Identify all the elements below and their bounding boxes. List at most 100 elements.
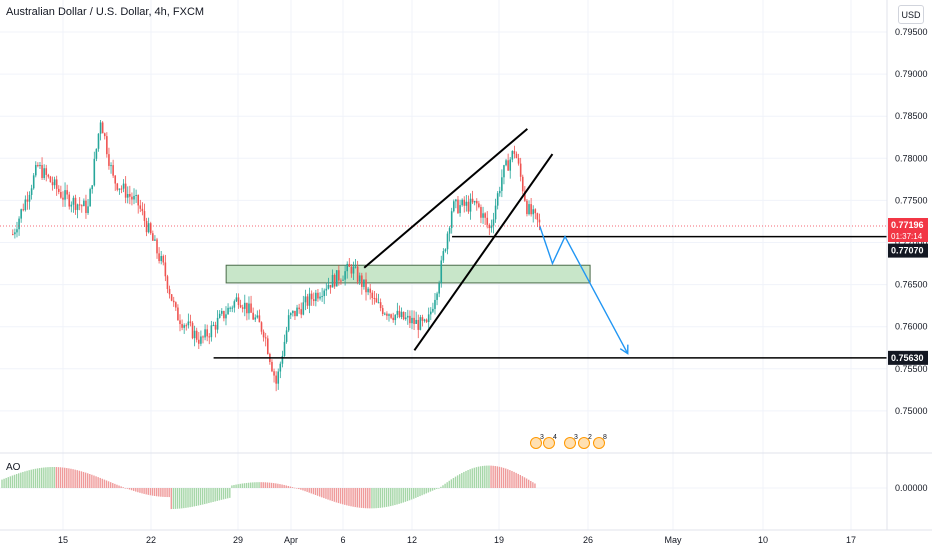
ao-bar (172, 488, 175, 510)
candle-body (283, 341, 286, 356)
ao-bar (185, 488, 187, 508)
ao-bar (268, 482, 271, 488)
ao-bar (467, 470, 469, 488)
time-tick-label: 6 (340, 535, 345, 545)
projection-path[interactable] (539, 226, 629, 354)
candle-body (319, 296, 321, 299)
ao-bar (55, 467, 58, 488)
ao-bar (350, 488, 352, 507)
ao-bar (444, 483, 446, 488)
candle-body (223, 310, 225, 319)
ao-bar (208, 488, 210, 504)
candle-body (329, 284, 332, 288)
candle-body (432, 308, 434, 312)
ao-bar (507, 469, 509, 488)
ao-bar (187, 488, 189, 508)
ao-zero-label: 0.00000 (895, 483, 928, 493)
candle-body (87, 206, 89, 213)
candle-body (64, 190, 66, 200)
ao-bar (509, 470, 511, 488)
ao-bar (281, 484, 283, 488)
candle-body (281, 355, 284, 364)
ao-bar (26, 470, 28, 488)
candle-body (340, 280, 342, 282)
time-tick-label: 12 (407, 535, 417, 545)
ao-bar (38, 468, 41, 488)
ao-bar (356, 488, 358, 508)
candle-body (457, 199, 459, 214)
ao-bar (310, 488, 313, 494)
economic-event-icon[interactable] (564, 437, 576, 449)
candle-body (486, 217, 489, 225)
candle-body (233, 301, 236, 308)
economic-event-count: 3 (574, 434, 578, 441)
candle-body (285, 330, 288, 342)
ao-bar (147, 488, 149, 495)
candle-body (413, 317, 415, 324)
candle-body (264, 337, 267, 339)
ao-bar (504, 468, 507, 488)
candle-body (237, 297, 240, 306)
candle-body (229, 307, 231, 309)
ao-bar (479, 466, 482, 488)
candle-body (386, 313, 388, 316)
candle-body (85, 200, 87, 213)
candle-body (384, 313, 386, 315)
candle-body (158, 253, 160, 261)
candle-body (210, 325, 213, 338)
candle-body (256, 315, 259, 318)
ao-bar (419, 488, 421, 497)
trendline[interactable] (413, 153, 554, 351)
candle-body (20, 209, 22, 219)
candle-body (509, 159, 512, 171)
ao-bar (279, 484, 281, 488)
candle-body (521, 176, 524, 192)
ao-bar (22, 471, 24, 488)
ao-bar (287, 485, 290, 488)
economic-event-icon[interactable] (578, 437, 590, 449)
economic-events[interactable]: 3 4 3 2 8 (530, 434, 608, 449)
price-tick-label: 0.76500 (895, 280, 928, 290)
candle-body (450, 211, 453, 229)
drawings-layer[interactable] (0, 128, 887, 359)
ao-bar (425, 488, 427, 494)
ao-bar (155, 488, 158, 497)
currency-button[interactable]: USD (898, 5, 924, 24)
candle-body (95, 148, 98, 159)
ao-bar (450, 479, 453, 488)
economic-event-icon[interactable] (530, 437, 542, 449)
candle-body (381, 308, 384, 314)
candle-body (358, 275, 361, 282)
candle-body (212, 324, 215, 326)
ao-bar (210, 488, 212, 503)
candle-body (304, 296, 307, 303)
ao-bar (183, 488, 185, 509)
ao-bar (494, 466, 496, 488)
ao-bar (195, 488, 198, 506)
candle-body (30, 188, 33, 195)
ao-bar (122, 487, 124, 488)
candle-body (70, 204, 73, 207)
trendline[interactable] (363, 128, 528, 269)
economic-event-icon[interactable] (543, 437, 555, 449)
candle-body (480, 207, 482, 218)
candle-body (193, 330, 196, 339)
time-tick-label: 26 (583, 535, 593, 545)
ao-bar (527, 479, 530, 488)
candle-body (183, 325, 185, 328)
candle-body (137, 194, 139, 206)
candle-body (519, 163, 522, 177)
candle-body (80, 205, 83, 207)
candle-body (74, 197, 77, 210)
ao-bar (285, 485, 287, 488)
ao-bar (329, 488, 331, 501)
ao-bar (84, 472, 87, 488)
candle-body (18, 218, 20, 230)
ao-bar (377, 488, 379, 509)
ao-bar (252, 482, 254, 488)
ao-bar (233, 484, 235, 488)
candle-body (191, 322, 194, 339)
candle-body (68, 194, 71, 207)
economic-event-icon[interactable] (593, 437, 605, 449)
